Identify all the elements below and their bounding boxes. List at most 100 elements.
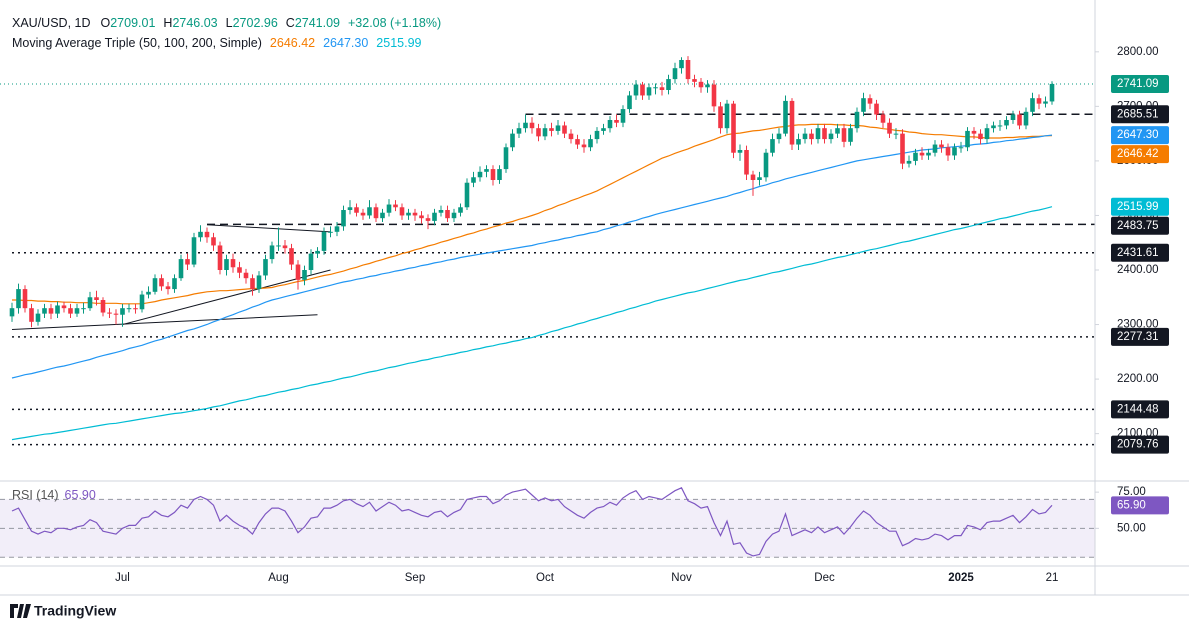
candle-body (666, 79, 671, 90)
open-prefix: O (101, 16, 111, 30)
rsi-title: RSI (14) (12, 488, 59, 502)
candle-body (913, 152, 918, 161)
axis-layer: 2100.002200.002300.002400.002500.002600.… (115, 46, 1169, 584)
high-prefix: H (163, 16, 172, 30)
close-prefix: C (286, 16, 295, 30)
x-tick-label: Oct (536, 572, 555, 584)
low-value: 2702.96 (233, 16, 278, 30)
price-tag (1111, 400, 1169, 419)
ma-value: 2647.30 (323, 36, 368, 50)
candle-body (601, 128, 606, 131)
price-tag-label: 2483.75 (1117, 220, 1159, 232)
y-tick-label: 2800.00 (1117, 46, 1159, 58)
candle-body (523, 122, 528, 129)
candle-body (900, 133, 905, 164)
candle-body (263, 259, 268, 276)
price-tag-label: 2646.42 (1117, 148, 1159, 160)
change: +32.08 (+1.18%) (348, 16, 441, 30)
close-value: 2741.09 (295, 16, 340, 30)
candle-body (542, 128, 548, 137)
candle-body (1043, 101, 1048, 104)
candle-body (282, 245, 288, 249)
candle-body (854, 111, 860, 129)
candle-body (328, 231, 333, 233)
moving-average-line (12, 123, 1053, 305)
x-tick-label: Dec (814, 572, 835, 584)
candle-body (113, 313, 119, 315)
candle-body (68, 308, 73, 314)
candle-body (308, 253, 314, 270)
candle-body (191, 237, 197, 265)
candle-body (87, 297, 93, 309)
candle-body (679, 60, 684, 69)
candle-body (341, 210, 346, 227)
candle-body (471, 177, 476, 183)
candle-body (594, 130, 600, 140)
candle-body (406, 212, 411, 216)
candle-body (731, 103, 736, 153)
candle-body (672, 68, 678, 80)
candle-body (880, 114, 886, 123)
price-tag (1111, 145, 1169, 164)
logo-text: TradingView (34, 603, 116, 619)
x-tick-label: Aug (268, 572, 288, 584)
candle-body (835, 128, 840, 134)
price-tag (1111, 435, 1169, 454)
candle-body (165, 286, 171, 290)
candle-body (347, 207, 353, 210)
candle-body (796, 139, 801, 145)
candle-body (425, 218, 431, 221)
candle-body (334, 226, 340, 232)
candle-body (757, 177, 762, 180)
candle-body (789, 100, 795, 145)
low-prefix: L (226, 16, 233, 30)
candle-body (217, 245, 223, 270)
candle-body (237, 267, 242, 273)
candle-body (718, 106, 723, 129)
trend-line (206, 224, 331, 233)
candle-body (783, 100, 788, 134)
candle-body (22, 289, 28, 309)
candle-body (354, 207, 359, 213)
price-tag (1111, 327, 1169, 346)
candle-body (81, 308, 86, 310)
high-value: 2746.03 (172, 16, 217, 30)
moving-average-line (11, 206, 1053, 441)
candle-body (536, 128, 541, 137)
price-tag-label: 2741.09 (1117, 78, 1159, 90)
candle-body (1004, 120, 1009, 126)
candle-body (16, 289, 21, 309)
candle-body (776, 133, 782, 140)
candle-body (984, 128, 990, 140)
candle-body (926, 152, 931, 156)
ma-value: 2515.99 (376, 36, 421, 50)
candle-body (503, 147, 509, 170)
x-tick-label: Nov (671, 572, 692, 584)
x-tick-label: 21 (1046, 572, 1059, 584)
candle-body (802, 133, 808, 140)
candle-body (516, 128, 522, 134)
candle-body (367, 207, 372, 216)
price-tag-label: 2079.76 (1117, 439, 1159, 451)
candle-body (399, 207, 405, 216)
price-tag (1111, 216, 1169, 235)
candle-body (575, 139, 580, 145)
candle-body (1010, 114, 1016, 120)
price-tag (1111, 197, 1169, 216)
y-tick-label: 2300.00 (1117, 319, 1159, 331)
price-tag (1111, 243, 1169, 262)
candle-body (510, 133, 515, 148)
candle-body (562, 125, 567, 134)
candle-body (965, 130, 970, 148)
logo-icon (10, 604, 31, 618)
candle-body (295, 264, 301, 280)
candle-body (204, 231, 210, 238)
candle-body (126, 308, 132, 310)
candle-body (887, 122, 892, 134)
candle-body (133, 308, 138, 310)
candle-body (42, 308, 47, 314)
candle-body (1023, 111, 1029, 126)
candle-body (627, 95, 632, 110)
candle-body (451, 212, 457, 219)
